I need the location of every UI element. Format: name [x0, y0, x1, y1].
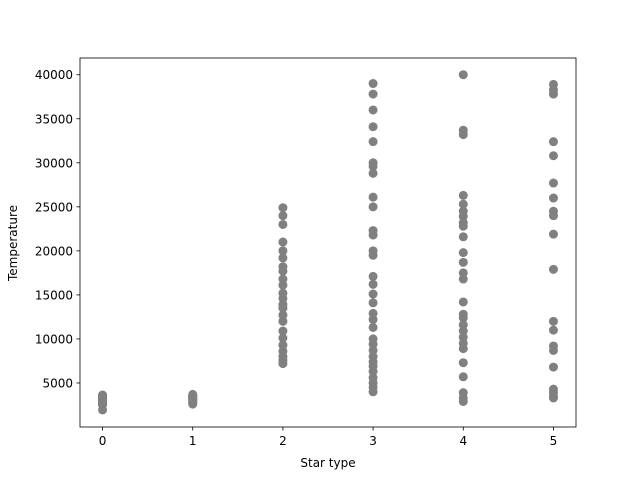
point — [458, 190, 468, 200]
x-tick-label: 2 — [279, 434, 287, 448]
point — [278, 303, 288, 313]
point — [458, 212, 468, 222]
y-axis-label: Temperature — [6, 205, 20, 282]
x-tick-label: 4 — [459, 434, 467, 448]
point — [278, 316, 288, 326]
point — [548, 151, 558, 161]
point — [368, 387, 378, 397]
y-tick-label: 35000 — [35, 112, 73, 126]
point — [458, 396, 468, 406]
point — [548, 316, 558, 326]
point — [458, 297, 468, 307]
point — [458, 332, 468, 342]
point — [278, 333, 288, 343]
point — [458, 70, 468, 80]
point — [278, 211, 288, 221]
point — [368, 339, 378, 349]
point — [278, 355, 288, 365]
point — [368, 105, 378, 115]
point — [458, 248, 468, 258]
point — [278, 253, 288, 263]
point — [368, 161, 378, 171]
point — [458, 232, 468, 242]
y-tick-label: 15000 — [35, 288, 73, 302]
point — [548, 345, 558, 355]
x-axis-label: Star type — [300, 456, 355, 470]
point — [548, 362, 558, 372]
point — [548, 211, 558, 221]
point — [98, 392, 108, 402]
point — [458, 358, 468, 368]
y-tick-label: 40000 — [35, 68, 73, 82]
point — [458, 344, 468, 354]
x-tick-label: 1 — [189, 434, 197, 448]
point — [458, 221, 468, 231]
point — [278, 293, 288, 303]
point — [368, 250, 378, 260]
point — [368, 168, 378, 178]
point — [458, 372, 468, 382]
point — [368, 271, 378, 281]
point — [278, 219, 288, 229]
x-tick-label: 3 — [369, 434, 377, 448]
point — [368, 122, 378, 132]
point — [278, 246, 288, 256]
y-tick-label: 10000 — [35, 332, 73, 346]
point — [368, 89, 378, 99]
point — [278, 203, 288, 213]
point — [458, 268, 468, 278]
point — [458, 313, 468, 323]
point — [278, 310, 288, 320]
point — [278, 326, 288, 336]
point — [458, 199, 468, 209]
point — [368, 137, 378, 147]
point — [548, 229, 558, 239]
x-tick-label: 5 — [550, 434, 558, 448]
point — [188, 398, 198, 408]
point — [278, 266, 288, 276]
y-tick-label: 5000 — [42, 376, 73, 390]
point — [278, 280, 288, 290]
point — [458, 326, 468, 336]
point — [368, 289, 378, 299]
plot-frame — [79, 57, 577, 428]
point — [458, 320, 468, 330]
point — [278, 340, 288, 350]
point — [548, 178, 558, 188]
point — [368, 279, 378, 289]
point — [278, 274, 288, 284]
point — [548, 193, 558, 203]
point — [548, 325, 558, 335]
point — [368, 192, 378, 202]
x-tick-label: 0 — [99, 434, 107, 448]
y-tick-label: 25000 — [35, 200, 73, 214]
point — [458, 130, 468, 140]
point — [368, 298, 378, 308]
point — [458, 274, 468, 284]
point — [368, 315, 378, 325]
point — [368, 308, 378, 318]
point — [548, 89, 558, 99]
y-tick-label: 20000 — [35, 244, 73, 258]
point — [368, 345, 378, 355]
point — [548, 137, 558, 147]
point — [368, 322, 378, 332]
point — [548, 393, 558, 403]
point — [368, 367, 378, 377]
point — [368, 79, 378, 89]
point — [368, 230, 378, 240]
point — [458, 257, 468, 267]
point — [548, 264, 558, 274]
point — [278, 237, 288, 247]
point — [368, 202, 378, 212]
y-tick-label: 30000 — [35, 156, 73, 170]
